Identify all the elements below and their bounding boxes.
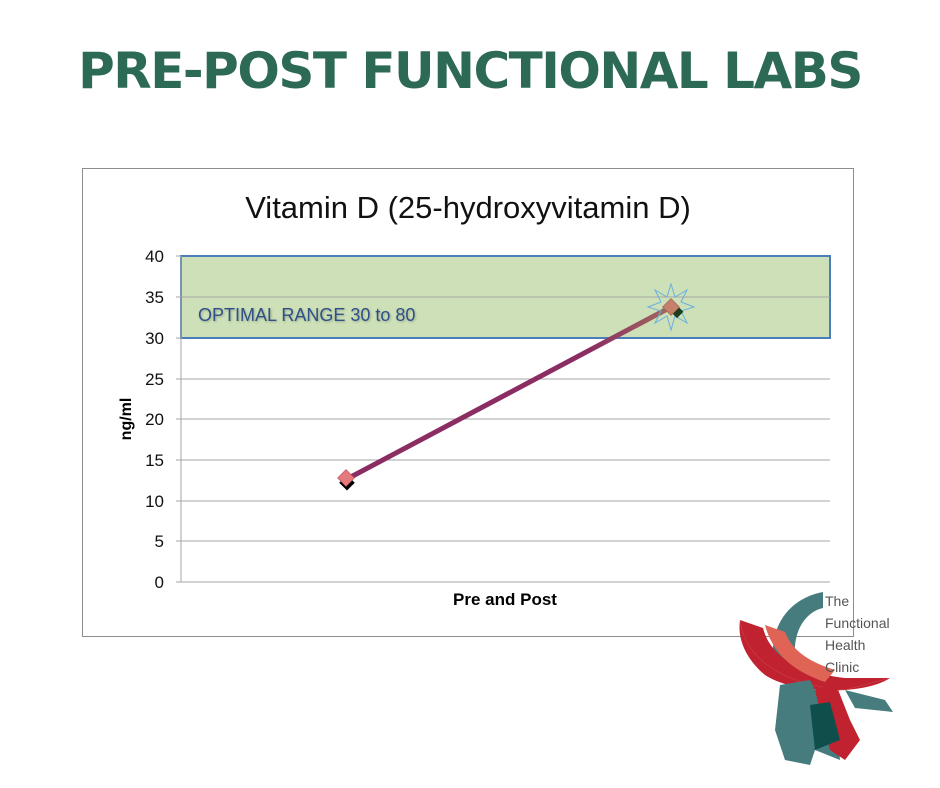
y-axis-label: ng/ml [118,398,135,441]
y-tick-labels: 0 5 10 15 20 25 30 35 40 [145,247,164,592]
clinic-logo-icon [739,592,893,765]
svg-text:20: 20 [145,410,164,429]
series-line [345,304,673,482]
x-axis-label: Pre and Post [453,590,557,609]
svg-text:15: 15 [145,451,164,470]
y-ticks [176,255,181,542]
gridlines [176,296,830,583]
svg-text:5: 5 [155,532,164,551]
optimal-range-label: OPTIMAL RANGE 30 to 80 [198,305,416,325]
svg-text:35: 35 [145,288,164,307]
chart-frame [82,168,854,637]
svg-text:10: 10 [145,492,164,511]
svg-text:25: 25 [145,370,164,389]
svg-text:0: 0 [155,573,164,592]
page-headline: PRE-POST FUNCTIONAL LABS [78,42,863,100]
data-point-pre [337,469,355,491]
svg-text:40: 40 [145,247,164,266]
svg-text:30: 30 [145,329,164,348]
chart-title: Vitamin D (25-hydroxyvitamin D) [245,190,691,225]
clinic-logo-text: The Functional Health Clinic [825,593,890,675]
